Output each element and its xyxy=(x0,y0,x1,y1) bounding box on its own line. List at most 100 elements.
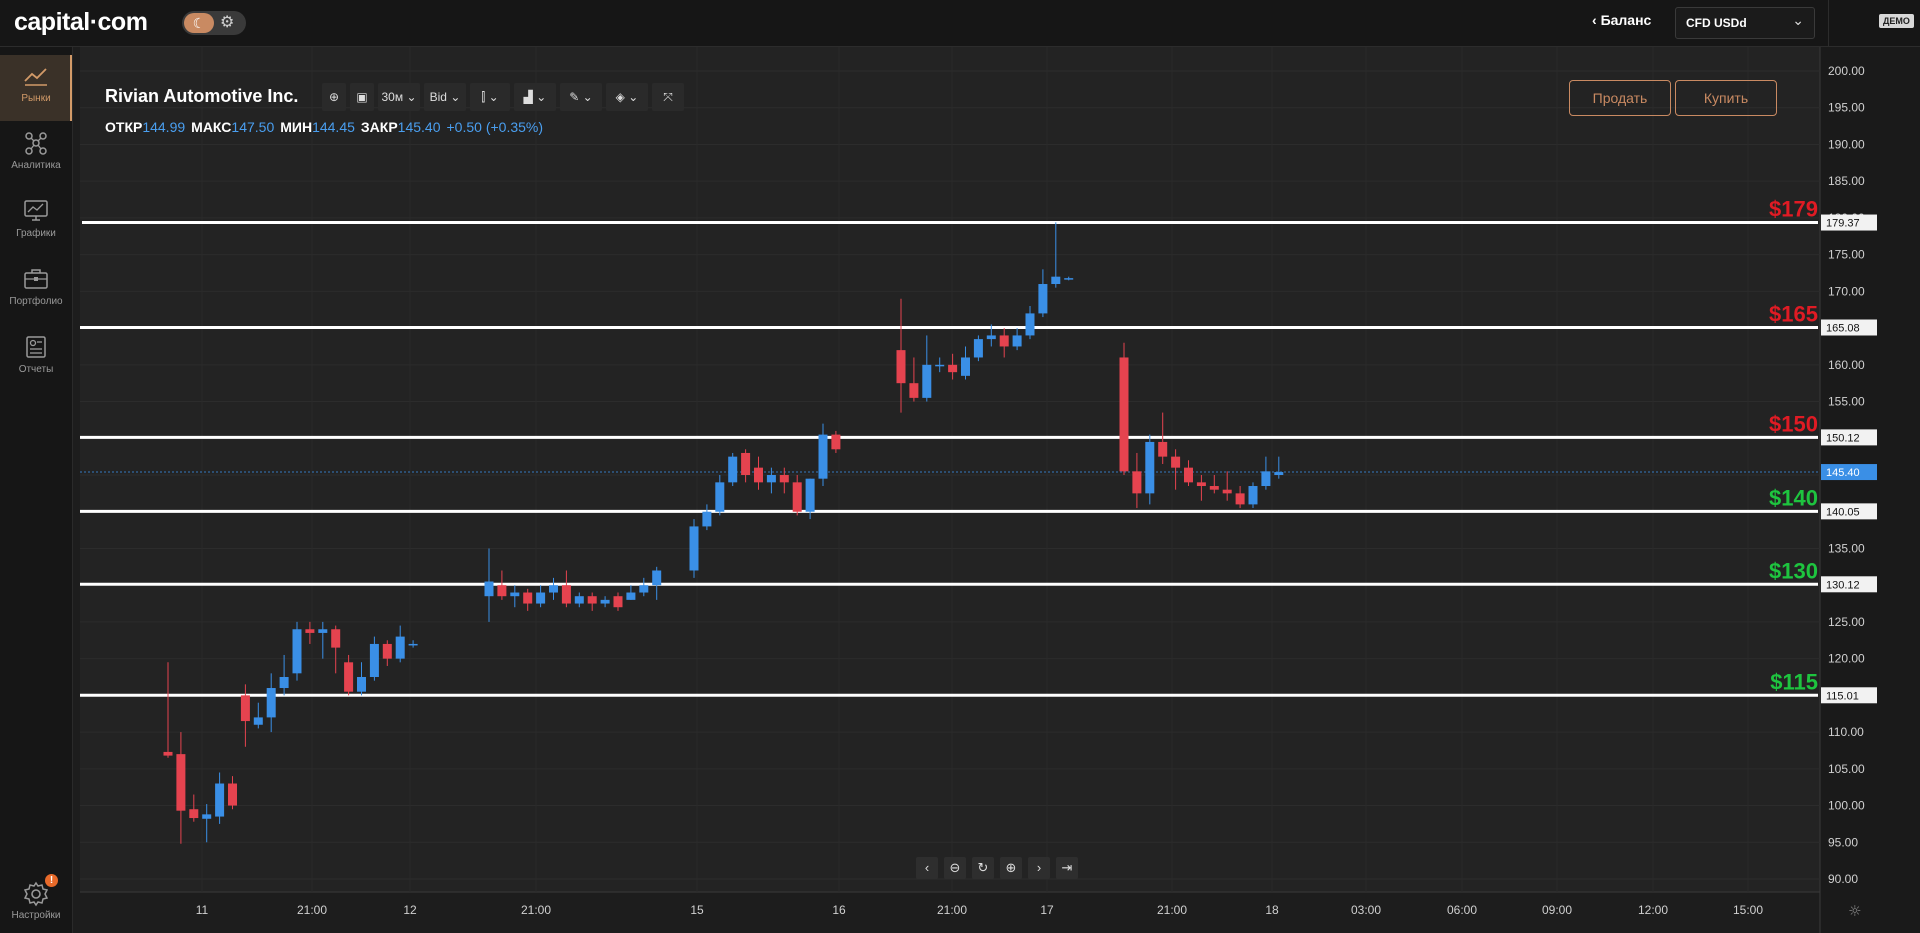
candle-body xyxy=(626,592,636,600)
candle-body xyxy=(689,526,699,571)
sidebar-item-charts[interactable]: Графики xyxy=(0,190,72,256)
ohlc-readout: ОТКР144.99 МАКС147.50 МИН144.45 ЗАКР145.40 +… xyxy=(105,119,543,135)
sidebar-item-markets[interactable]: Рынки xyxy=(0,55,72,121)
drawing-tools-select[interactable]: ✎ ⌄ xyxy=(560,83,602,111)
open-label: ОТКР xyxy=(105,119,143,135)
sidebar-item-reports[interactable]: Отчеты xyxy=(0,326,72,392)
candle-body xyxy=(318,629,328,633)
y-tick-label: 200.00 xyxy=(1828,64,1865,78)
price-chart[interactable]: 200.00195.00190.00185.00180.00175.00170.… xyxy=(80,47,1920,933)
candle-body xyxy=(779,475,789,483)
level-price-label: 179.37 xyxy=(1826,218,1860,230)
candle-body xyxy=(510,592,520,597)
indicators-select[interactable]: ▟ ⌄ xyxy=(514,83,556,111)
scroll-right-button[interactable]: › xyxy=(1028,857,1050,879)
candle-body xyxy=(741,452,751,475)
gear-icon[interactable]: ⚙ xyxy=(220,14,235,31)
candle-body xyxy=(818,434,828,479)
candle-body xyxy=(1222,489,1232,494)
level-price-label: 140.05 xyxy=(1826,506,1860,518)
chart-type-select[interactable]: ⫿ ⌄ xyxy=(470,83,510,111)
level-annotation: $165 xyxy=(1769,302,1818,327)
y-tick-label: 195.00 xyxy=(1828,101,1865,115)
chevron-right-icon: › xyxy=(1036,860,1042,875)
low-label: МИН xyxy=(280,119,313,135)
candle-body xyxy=(189,809,199,819)
high-label: МАКС xyxy=(191,119,232,135)
account-select[interactable]: CFD USDd ⌄ xyxy=(1675,7,1815,39)
reset-button[interactable]: ↻ xyxy=(972,857,994,879)
price-type-select[interactable]: Bid ⌄ xyxy=(424,83,466,111)
timeframe-select[interactable]: 30м ⌄ xyxy=(378,83,420,111)
candle-body xyxy=(935,364,945,367)
chevron-down-icon: ⌄ xyxy=(1792,12,1804,28)
moon-icon[interactable]: ☾ xyxy=(184,13,214,33)
current-price-tag xyxy=(1821,464,1877,481)
candle-body xyxy=(408,643,418,646)
x-tick-label: 21:00 xyxy=(297,903,327,917)
chart-area[interactable]: 200.00195.00190.00185.00180.00175.00170.… xyxy=(80,47,1920,933)
candle-body xyxy=(754,467,763,483)
sidebar-item-label: Рынки xyxy=(21,93,51,104)
sidebar-item-label: Графики xyxy=(16,228,56,239)
zoom-out-button[interactable]: ⊖ xyxy=(944,857,966,879)
zoom-in-button[interactable]: ⊕ xyxy=(1000,857,1022,879)
layers-icon: ◈ xyxy=(615,90,625,104)
chevron-down-icon: ⌄ xyxy=(582,90,593,104)
collapse-button[interactable]: ⤧ xyxy=(652,83,684,111)
candle-body xyxy=(961,357,970,376)
candlestick-icon: ⫿ xyxy=(481,90,486,104)
logo[interactable]: capital·com xyxy=(14,8,148,36)
x-tick-label: 21:00 xyxy=(1157,903,1187,917)
candle-body xyxy=(999,335,1009,347)
y-tick-label: 125.00 xyxy=(1828,615,1865,629)
candle-body xyxy=(176,754,186,811)
settings-label: Настройки xyxy=(11,910,61,921)
scroll-left-button[interactable]: ‹ xyxy=(916,857,938,879)
demo-badge[interactable]: ДЕМО xyxy=(1879,14,1914,28)
change-value: +0.50 (+0.35%) xyxy=(446,119,544,135)
level-price-tag xyxy=(1821,429,1877,446)
sidebar-item-label: Аналитика xyxy=(11,160,61,171)
chart-monitor-icon xyxy=(24,200,48,221)
low-value: 144.45 xyxy=(312,119,355,135)
x-tick-label: 06:00 xyxy=(1447,903,1477,917)
candle-body xyxy=(1051,276,1061,285)
x-tick-label: 12 xyxy=(403,903,417,917)
sidebar-item-portfolio[interactable]: Портфолио xyxy=(0,258,72,324)
candle-body xyxy=(1038,284,1048,314)
sidebar-item-label: Портфолио xyxy=(9,296,63,307)
candle-body xyxy=(382,643,392,659)
y-tick-label: 190.00 xyxy=(1828,137,1865,151)
go-latest-button[interactable]: ⇥ xyxy=(1056,857,1078,879)
level-price-tag xyxy=(1821,319,1877,336)
candle-body xyxy=(253,717,263,725)
candle-body xyxy=(292,629,302,674)
candle-body xyxy=(909,383,919,398)
high-value: 147.50 xyxy=(231,119,275,135)
candle-body xyxy=(549,585,558,593)
candle-body xyxy=(1158,441,1168,457)
settings-alert-badge: ! xyxy=(45,874,58,887)
theme-toggle[interactable]: ☾ ⚙ xyxy=(182,11,246,35)
settings-button[interactable]: ! Настройки xyxy=(0,870,72,930)
chart-settings-icon[interactable]: ☼ xyxy=(1848,902,1861,920)
level-price-label: 130.12 xyxy=(1826,579,1860,591)
candle-body xyxy=(792,482,802,512)
price-type-value: Bid xyxy=(429,90,447,104)
balance-toggle[interactable]: ‹ Баланс xyxy=(1592,12,1651,28)
buy-button[interactable]: Купить xyxy=(1675,80,1777,116)
level-annotation: $179 xyxy=(1769,197,1818,222)
candle-body xyxy=(948,364,958,373)
candle-body xyxy=(484,581,494,597)
candle-body xyxy=(1064,278,1074,280)
add-indicator-button[interactable]: ⊕ xyxy=(322,83,346,111)
level-price-tag xyxy=(1821,687,1877,704)
candle-body xyxy=(1132,471,1142,494)
candle-body xyxy=(652,570,662,586)
sidebar-item-analytics[interactable]: Аналитика xyxy=(0,122,72,188)
briefcase-icon xyxy=(24,269,48,289)
chart-layout-button[interactable]: ▣ xyxy=(350,83,374,111)
sell-button[interactable]: Продать xyxy=(1569,80,1671,116)
layers-select[interactable]: ◈ ⌄ xyxy=(606,83,648,111)
